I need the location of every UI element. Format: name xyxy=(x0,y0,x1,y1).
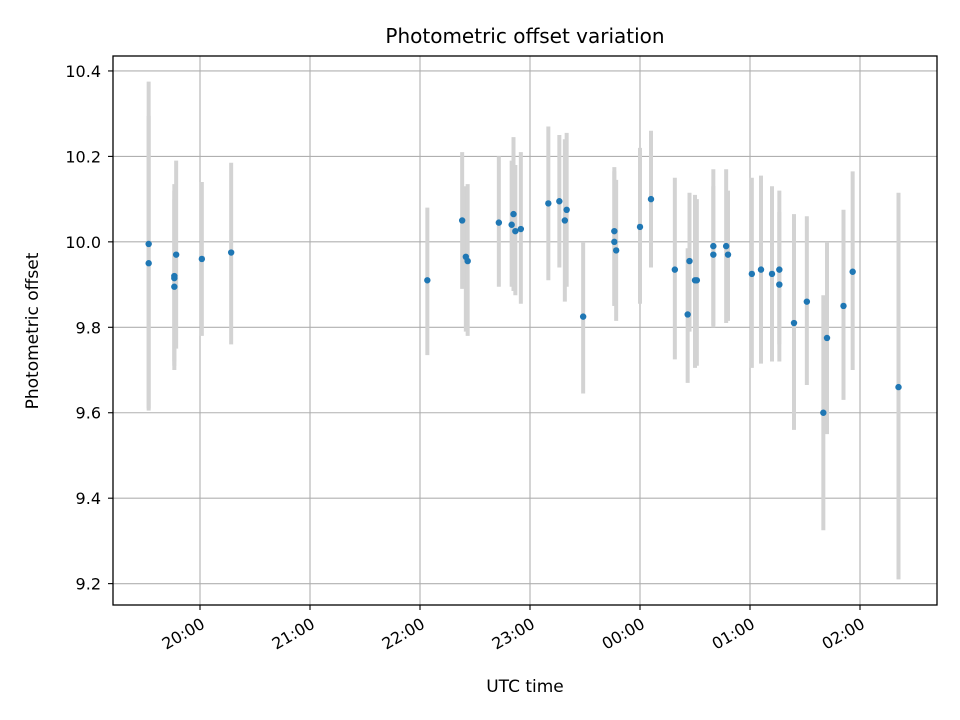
chart-title: Photometric offset variation xyxy=(385,24,664,48)
data-point xyxy=(495,219,503,226)
data-point xyxy=(563,206,570,214)
data-point xyxy=(684,311,691,318)
data-point xyxy=(776,266,783,273)
data-point xyxy=(508,221,515,228)
data-point xyxy=(748,270,756,278)
data-point xyxy=(145,260,152,267)
data-point xyxy=(647,195,655,203)
y-tick-label: 10.0 xyxy=(65,233,101,252)
data-point xyxy=(895,383,902,391)
data-point xyxy=(611,238,618,246)
data-point xyxy=(556,198,563,205)
data-point xyxy=(545,200,552,207)
plot-frame xyxy=(112,55,938,606)
data-point xyxy=(849,268,856,275)
data-point xyxy=(612,247,620,254)
y-tick-label: 10.2 xyxy=(65,147,101,166)
data-point xyxy=(579,313,587,320)
data-point xyxy=(512,227,519,235)
y-axis-title: Photometric offset xyxy=(23,252,43,409)
y-tick-label: 10.4 xyxy=(65,62,101,81)
data-point xyxy=(722,242,730,250)
data-point xyxy=(840,302,847,310)
data-point xyxy=(611,227,618,235)
y-tick-label: 9.4 xyxy=(76,489,101,508)
data-points xyxy=(145,195,902,416)
data-point xyxy=(790,319,798,327)
data-point xyxy=(198,255,206,263)
data-point xyxy=(636,223,644,231)
y-tick-label: 9.8 xyxy=(76,318,101,337)
data-point xyxy=(561,217,569,224)
data-point xyxy=(464,257,471,265)
data-point xyxy=(171,274,178,282)
data-point xyxy=(724,251,732,258)
data-point xyxy=(693,277,701,284)
y-tick-label: 9.2 xyxy=(76,575,101,594)
data-point xyxy=(686,257,693,265)
y-tick-label: 9.6 xyxy=(76,404,101,423)
data-point xyxy=(820,409,827,416)
data-point xyxy=(517,225,525,233)
data-point xyxy=(710,251,717,258)
data-point xyxy=(671,266,679,273)
data-point xyxy=(510,210,517,218)
y-axis: 9.2 9.4 9.6 9.8 10.0 10.2 10.4 xyxy=(65,62,113,594)
data-point xyxy=(145,240,152,248)
data-point xyxy=(710,242,717,250)
data-point xyxy=(823,334,831,342)
data-point xyxy=(227,249,235,256)
data-point xyxy=(458,217,466,224)
data-point xyxy=(768,270,776,278)
data-point xyxy=(171,283,178,290)
data-point xyxy=(803,298,811,305)
data-point xyxy=(776,281,783,288)
data-point xyxy=(757,266,765,273)
x-axis-title: UTC time xyxy=(486,677,564,697)
data-point xyxy=(424,277,431,284)
data-point xyxy=(172,251,180,258)
